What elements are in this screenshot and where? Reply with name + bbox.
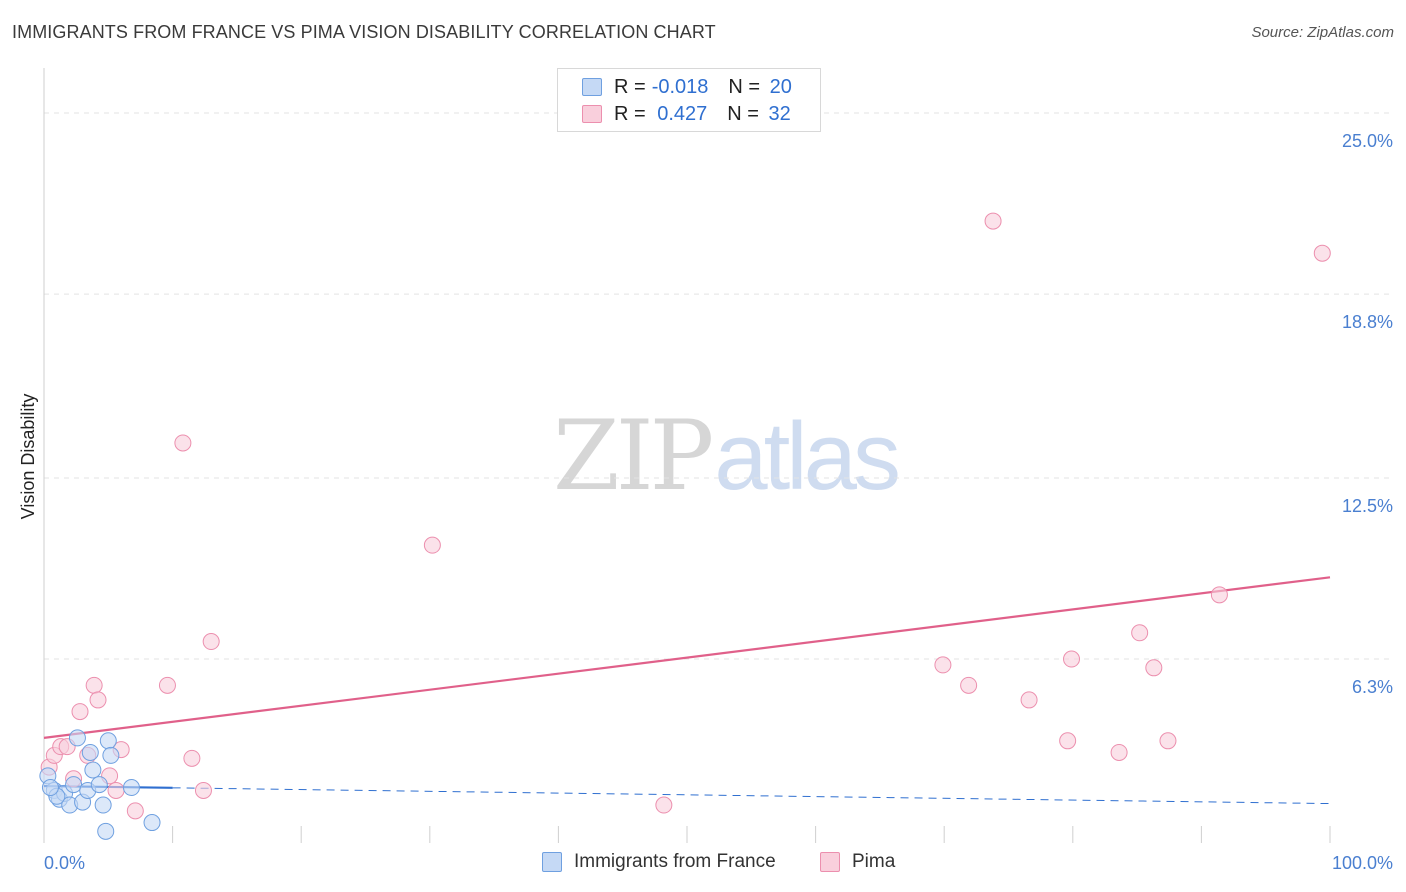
data-point-pima [984,212,1002,230]
chart-title: IMMIGRANTS FROM FRANCE VS PIMA VISION DI… [12,22,716,42]
data-point-pima [194,781,212,799]
y-tick-label: 6.3% [1352,677,1393,697]
legend-n-value: 32 [768,102,791,125]
data-point-pima [423,536,441,554]
axes [43,68,1331,843]
data-point-pima [1313,244,1331,262]
trend-line-pima [43,576,1331,739]
watermark-atlas: atlas [714,403,901,510]
data-point-france [84,761,102,779]
data-point-pima [960,676,978,694]
data-point-pima [655,796,673,814]
y-tick-label: 18.8% [1342,312,1393,332]
data-point-france [143,814,161,832]
legend-r-value: -0.018 [651,75,709,98]
series-legend: Immigrants from France Pima [0,851,1406,879]
data-point-france [81,743,99,761]
series-swatch-pima [820,852,840,872]
data-point-pima [1020,691,1038,709]
data-point-pima [1110,743,1128,761]
data-point-pima [158,676,176,694]
data-point-france [102,746,120,764]
y-axis-label: Vision Disability [18,394,38,520]
data-point-pima [1145,659,1163,677]
data-point-france [68,729,86,747]
legend-r-label: R = [614,75,646,98]
data-point-pima [202,633,220,651]
series-swatch-france [542,852,562,872]
source-label: Source: ZipAtlas.com [1251,24,1394,41]
grid-lines [44,112,1392,660]
series-legend-pima: Pima [820,851,895,873]
y-tick-label: 12.5% [1342,496,1393,516]
data-point-pima [1063,650,1081,668]
legend-swatch-france [582,78,602,96]
data-point-pima [1059,732,1077,750]
legend-row-france: R = -0.018 N = 20 [582,74,792,100]
legend-r-label: R = [614,102,646,125]
data-point-france [122,779,140,797]
data-point-pima [1131,624,1149,642]
axis-labels: 6.3% 12.5% 18.8% 25.0% 0.0% 100.0% Vision Disa… [18,131,1393,873]
data-point-pima [89,691,107,709]
trend-lines [43,576,1331,805]
data-point-france [90,776,108,794]
legend-swatch-pima [582,105,602,123]
data-point-pima [174,434,192,452]
watermark: ZIPatlas [553,400,901,512]
x-tick-label: 100.0% [1332,853,1393,873]
data-point-pima [183,749,201,767]
data-point-france [41,779,59,797]
data-point-pima [1210,586,1228,604]
legend-row-pima: R = 0.427 N = 32 [582,101,791,127]
data-point-pima [126,802,144,820]
data-point-france [94,796,112,814]
correlation-legend: R = -0.018 N = 20 R = 0.427 N = 32 [557,68,821,132]
data-point-pima [85,676,103,694]
series-label-pima: Pima [852,851,896,872]
series-legend-france: Immigrants from France [542,851,776,873]
data-point-pima [1159,732,1177,750]
data-point-france [65,776,83,794]
legend-n-value: 20 [769,75,792,98]
data-points [39,212,1331,840]
data-point-pima [107,781,125,799]
legend-n-label: N = [727,102,765,125]
watermark-zip: ZIP [553,400,714,512]
data-point-pima [934,656,952,674]
x-tick-label: 0.0% [44,853,85,873]
trend-line-france-dashed [172,787,1331,805]
series-label-france: Immigrants from France [574,851,776,872]
data-point-france [97,822,115,840]
data-point-france [99,732,117,750]
legend-r-value: 0.427 [651,102,708,125]
y-tick-label: 25.0% [1342,131,1393,151]
legend-n-label: N = [728,75,766,98]
data-point-pima [71,703,89,721]
